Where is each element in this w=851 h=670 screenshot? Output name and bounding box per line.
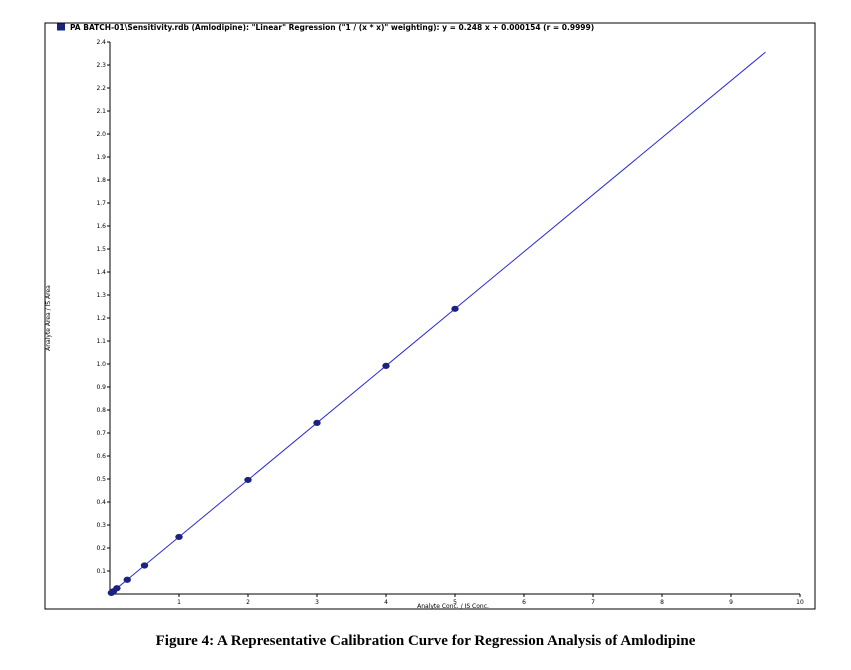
y-tick-label: 0.9 [96, 384, 106, 391]
x-tick-label: 4 [384, 599, 388, 606]
calibration-point [140, 562, 149, 569]
y-tick-label: 1.9 [96, 154, 106, 161]
y-tick-label: 1.2 [96, 315, 106, 322]
x-tick-label: 3 [315, 599, 319, 606]
legend-text: PA BATCH-01\Sensitivity.rdb (Amlodipine)… [70, 23, 594, 32]
y-tick-label: 0.3 [96, 522, 106, 529]
x-tick-label: 9 [729, 599, 733, 606]
calibration-point [175, 533, 183, 541]
calibration-point [451, 305, 459, 312]
y-tick-label: 1.0 [96, 361, 106, 368]
calibration-point [123, 576, 131, 583]
y-tick-label: 0.5 [96, 476, 106, 483]
x-tick-label: 2 [246, 599, 250, 606]
x-tick-label: 8 [660, 599, 664, 606]
y-tick-label: 0.2 [96, 545, 106, 552]
x-tick-label: 5 [453, 599, 457, 606]
y-tick-label: 2.3 [96, 62, 106, 69]
regression-line [109, 51, 766, 595]
calibration-point [313, 419, 321, 426]
x-tick-label: 1 [177, 599, 181, 606]
plot-frame [44, 22, 816, 610]
legend-marker [57, 23, 65, 31]
x-tick-label: 7 [591, 599, 595, 606]
x-axis-title: Analyte Conc. / IS Conc. [417, 603, 489, 610]
calibration-chart: PA BATCH-01\Sensitivity.rdb (Amlodipine)… [44, 22, 816, 610]
y-tick-label: 0.1 [96, 568, 106, 575]
y-tick-label: 1.6 [96, 223, 106, 230]
calibration-point [113, 585, 121, 592]
y-tick-label: 2.2 [96, 85, 106, 92]
y-tick-label: 0.7 [96, 430, 106, 437]
calibration-point [244, 476, 252, 484]
y-axis-title: Analyte Area / IS Area [45, 285, 52, 351]
y-tick-label: 2.4 [96, 39, 106, 46]
y-tick-label: 1.5 [96, 246, 106, 253]
y-tick-label: 2.0 [96, 131, 106, 138]
x-tick-label: 6 [522, 599, 526, 606]
y-tick-label: 1.7 [96, 200, 106, 207]
figure-caption: Figure 4: A Representative Calibration C… [155, 633, 696, 649]
y-tick-label: 2.1 [96, 108, 106, 115]
y-tick-label: 0.6 [96, 453, 106, 460]
y-tick-label: 1.4 [96, 269, 106, 276]
y-tick-label: 0.8 [96, 407, 106, 414]
y-tick-label: 1.8 [96, 177, 106, 184]
x-tick-label: 10 [796, 599, 804, 606]
y-tick-label: 1.1 [96, 338, 106, 345]
y-tick-label: 0.4 [96, 499, 106, 506]
y-tick-label: 1.3 [96, 292, 106, 299]
calibration-point [382, 362, 390, 369]
